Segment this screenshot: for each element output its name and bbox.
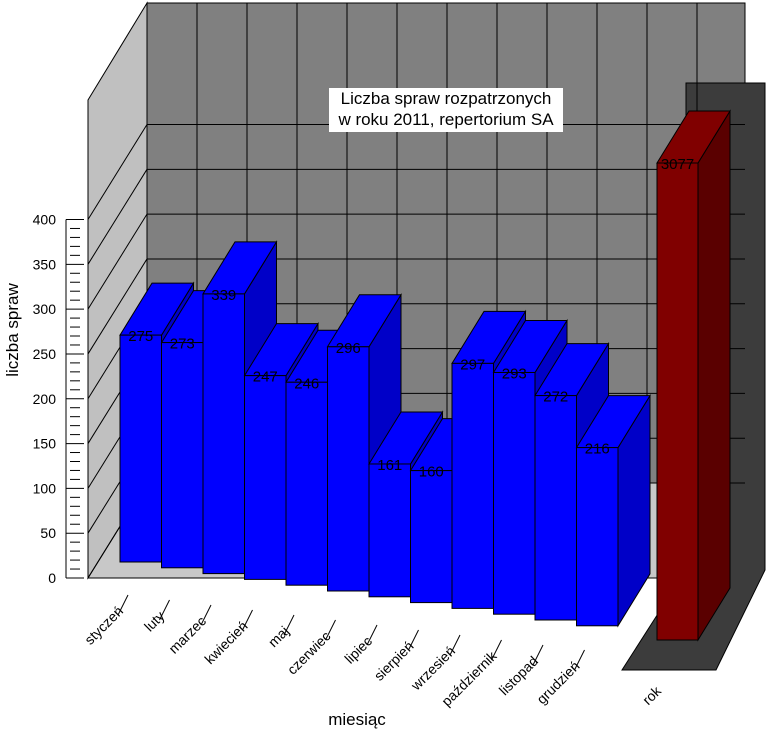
y-tick-label: 200 (33, 391, 57, 407)
y-tick-label: 150 (33, 436, 57, 452)
bar-value-label: 275 (128, 328, 153, 345)
gridline-side (87, 213, 148, 310)
x-tick-label-total: rok (639, 682, 665, 708)
bar (534, 395, 577, 621)
y-tick-label: 0 (48, 570, 56, 586)
bar-value-label: 247 (253, 369, 278, 386)
bar-value-label: 272 (543, 389, 568, 406)
x-tick (532, 644, 544, 666)
bar-value-label: 216 (585, 441, 610, 458)
bar-value-label: 339 (211, 287, 236, 304)
bar (493, 371, 536, 615)
chart-title-line-2: w roku 2011, repertorium SA (338, 110, 554, 129)
x-tick (574, 649, 585, 671)
y-tick-label: 350 (33, 256, 57, 272)
y-tick-label: 250 (33, 346, 57, 362)
x-tick-label: kwiecień (201, 618, 250, 667)
bar (244, 375, 287, 580)
bar (119, 334, 162, 563)
bar (451, 362, 494, 609)
bar (656, 162, 699, 641)
bar-side (697, 109, 731, 642)
x-tick (117, 594, 129, 616)
chart-title-line-1: Liczba spraw rozpatrzonych (340, 89, 552, 108)
gridline-side (87, 124, 148, 220)
bar-value-label: 160 (419, 464, 444, 481)
x-tick (200, 604, 212, 626)
x-tick (159, 599, 170, 621)
bar-value-label: 246 (294, 375, 319, 392)
bar (410, 470, 453, 604)
x-tick (325, 619, 336, 641)
bar-value-label: 3077 (661, 156, 694, 173)
bar-group: 3077 (656, 109, 731, 642)
x-tick (242, 609, 253, 631)
bar-value-label: 161 (377, 457, 402, 474)
bar (161, 342, 204, 569)
x-tick (408, 629, 419, 651)
x-tick-label: sierpień (371, 638, 417, 684)
bar-group: 216 (575, 393, 651, 628)
x-tick (491, 639, 502, 661)
bar-value-label: 297 (460, 356, 485, 373)
bar (202, 293, 245, 575)
x-tick (449, 634, 461, 656)
x-tick (366, 624, 378, 646)
y-tick-label: 50 (40, 525, 56, 541)
bar-value-label: 296 (336, 340, 361, 357)
bar (368, 463, 411, 598)
x-tick-label: marzec (165, 613, 209, 657)
bar-value-label: 293 (502, 365, 527, 382)
x-tick-label: styczeń (81, 603, 126, 648)
gridline-side (87, 258, 148, 355)
y-tick-label: 100 (33, 480, 57, 496)
bar (285, 381, 328, 586)
chart-title: Liczba spraw rozpatrzonych w roku 2011, … (329, 88, 563, 132)
x-tick-label: grudzień (533, 658, 582, 707)
bar (576, 447, 619, 627)
x-tick (283, 614, 295, 636)
bar-value-label: 273 (170, 336, 195, 353)
y-tick-label: 300 (33, 301, 57, 317)
gridline-side (87, 169, 148, 265)
x-tick-label: czerwiec (284, 628, 334, 678)
bar (327, 346, 370, 592)
x-tick-label: listopad (496, 653, 541, 698)
y-tick-label: 400 (33, 212, 57, 228)
x-axis-label: miesiąc (328, 710, 386, 729)
y-axis-label: liczba spraw (3, 283, 22, 377)
